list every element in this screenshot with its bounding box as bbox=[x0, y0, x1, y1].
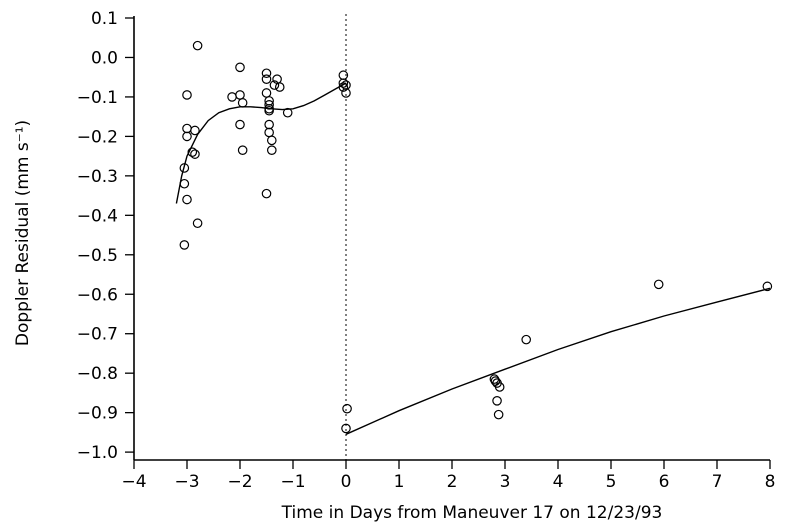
data-point bbox=[227, 92, 237, 102]
data-point bbox=[492, 396, 502, 406]
data-point bbox=[190, 125, 200, 136]
y-tick-label: −0.4 bbox=[77, 206, 118, 226]
data-point bbox=[341, 423, 351, 434]
y-tick-label: −0.2 bbox=[77, 127, 118, 147]
y-tick-label: 0.1 bbox=[91, 9, 118, 29]
data-point bbox=[341, 88, 351, 98]
x-tick-label: −4 bbox=[121, 472, 146, 492]
x-tick-label: 8 bbox=[765, 472, 776, 492]
data-point bbox=[264, 100, 274, 110]
data-point bbox=[237, 98, 248, 108]
y-axis-ticks: 0.1 0.0 −0.1 −0.2 −0.3 −0.4 −0.5 −0.6 −0.7 −0.8 −0… bbox=[77, 9, 134, 463]
data-point bbox=[261, 88, 272, 98]
data-point bbox=[235, 119, 245, 130]
data-point bbox=[266, 135, 277, 146]
data-point bbox=[235, 90, 245, 100]
data-point bbox=[192, 40, 203, 51]
y-tick-label: 0.0 bbox=[91, 48, 118, 68]
data-point bbox=[266, 145, 277, 156]
data-point bbox=[179, 240, 190, 250]
data-point bbox=[493, 409, 504, 420]
data-point bbox=[187, 147, 198, 157]
data-point bbox=[192, 218, 203, 229]
x-tick-label: −2 bbox=[227, 472, 252, 492]
x-tick-label: 5 bbox=[606, 472, 617, 492]
y-tick-label: −0.3 bbox=[77, 167, 118, 187]
data-point bbox=[261, 74, 272, 84]
y-tick-label: −0.1 bbox=[77, 88, 118, 108]
x-tick-label: 3 bbox=[500, 472, 511, 492]
data-point bbox=[274, 82, 285, 92]
data-point bbox=[182, 194, 192, 205]
data-point bbox=[269, 80, 280, 90]
y-tick-label: −0.6 bbox=[77, 285, 118, 305]
x-axis-title: Time in Days from Maneuver 17 on 12/23/9… bbox=[281, 503, 663, 523]
data-point bbox=[338, 78, 349, 88]
data-point bbox=[235, 62, 245, 73]
y-tick-label: −0.9 bbox=[77, 404, 118, 424]
x-tick-label: −3 bbox=[174, 472, 199, 492]
data-point bbox=[179, 178, 190, 189]
data-point bbox=[237, 145, 248, 156]
data-point bbox=[261, 68, 272, 79]
x-tick-label: 0 bbox=[341, 472, 352, 492]
x-tick-label: 6 bbox=[659, 472, 670, 492]
data-point bbox=[342, 403, 352, 414]
x-axis-ticks: −4 −3 −2 −1 0 1 2 3 4 5 6 7 8 bbox=[121, 460, 775, 492]
data-point bbox=[182, 123, 192, 134]
y-tick-label: −1.0 bbox=[77, 443, 118, 463]
data-point bbox=[338, 82, 349, 92]
plot-area bbox=[175, 14, 773, 460]
data-point bbox=[190, 149, 200, 159]
data-point bbox=[264, 105, 274, 116]
x-tick-label: −1 bbox=[280, 472, 305, 492]
data-point bbox=[653, 279, 664, 290]
data-point bbox=[182, 90, 192, 100]
y-tick-label: −0.5 bbox=[77, 246, 118, 266]
data-point bbox=[494, 382, 505, 392]
fit-curve-1 bbox=[175, 82, 347, 204]
y-tick-label: −0.8 bbox=[77, 364, 118, 384]
x-tick-label: 7 bbox=[712, 472, 723, 492]
data-point bbox=[264, 119, 274, 130]
data-point bbox=[261, 188, 272, 199]
y-tick-label: −0.7 bbox=[77, 325, 118, 345]
x-tick-label: 1 bbox=[394, 472, 405, 492]
fit-curve-2 bbox=[345, 287, 771, 435]
x-tick-label: 2 bbox=[447, 472, 458, 492]
data-point bbox=[282, 107, 293, 118]
data-point bbox=[521, 334, 531, 345]
y-axis-title: Doppler Residual (mm s⁻¹) bbox=[13, 120, 33, 346]
data-point bbox=[762, 281, 773, 292]
data-point bbox=[179, 163, 190, 173]
data-point bbox=[264, 127, 274, 138]
data-point bbox=[182, 131, 192, 142]
x-tick-label: 4 bbox=[553, 472, 564, 492]
